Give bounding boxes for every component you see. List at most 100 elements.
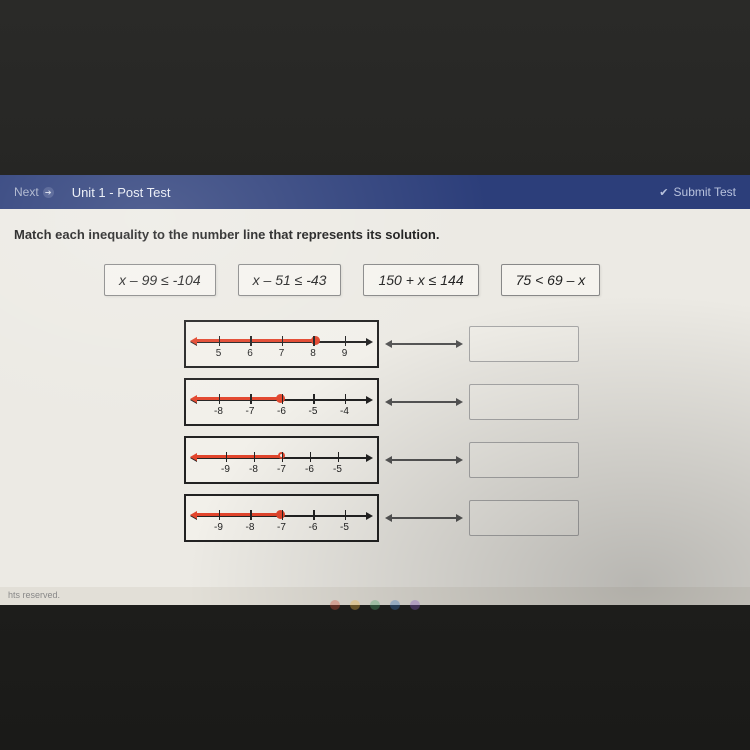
check-icon: ✔: [659, 186, 668, 199]
match-row: -9 -8 -7 -6 -5: [184, 436, 736, 484]
page-title: Unit 1 - Post Test: [72, 185, 171, 200]
tick-label: -4: [335, 406, 355, 417]
taskbar-app-icon: [390, 600, 400, 610]
number-line-box: -9 -8 -7 -6 -5: [184, 436, 379, 484]
tick-mark: [226, 452, 228, 462]
tick-label: -9: [216, 464, 236, 475]
tick-mark: [250, 394, 252, 404]
tick-mark: [254, 452, 256, 462]
draggable-tiles-row: x – 99 ≤ -104 x – 51 ≤ -43 150 + x ≤ 144…: [14, 264, 736, 296]
tick-label: -6: [272, 406, 292, 417]
tick-group: -9 -8 -7 -6 -5: [194, 510, 369, 536]
content-area: Match each inequality to the number line…: [0, 209, 750, 587]
tick-group: 56789: [194, 336, 369, 362]
double-arrow-icon: [389, 343, 459, 345]
tick: -8: [250, 510, 251, 533]
tick-mark: [338, 452, 340, 462]
tick-label: -5: [335, 522, 355, 533]
tick-label: -7: [240, 406, 260, 417]
tick-mark: [313, 394, 315, 404]
tick-label: 7: [272, 348, 292, 359]
tick-mark: [345, 394, 347, 404]
tick: 6: [250, 336, 251, 359]
tick: -7: [282, 510, 283, 533]
tick: -9: [226, 452, 227, 475]
tick-label: -5: [303, 406, 323, 417]
tick: -5: [338, 452, 339, 475]
drop-zone[interactable]: [469, 384, 579, 420]
double-arrow-icon: [389, 401, 459, 403]
taskbar-app-icon: [330, 600, 340, 610]
match-row: -8 -7 -6 -5 -4: [184, 378, 736, 426]
tick-mark: [282, 510, 284, 520]
tick-label: -8: [240, 522, 260, 533]
tick-label: -5: [328, 464, 348, 475]
taskbar-app-icon: [410, 600, 420, 610]
navbar: Next ➔ Unit 1 - Post Test ✔ Submit Test: [0, 175, 750, 209]
app-window: Next ➔ Unit 1 - Post Test ✔ Submit Test …: [0, 175, 750, 605]
nav-left-group: Next ➔ Unit 1 - Post Test: [14, 185, 170, 200]
number-line-box: -8 -7 -6 -5 -4: [184, 378, 379, 426]
tick-mark: [282, 452, 284, 462]
tick-mark: [345, 336, 347, 346]
tick-label: -8: [244, 464, 264, 475]
taskbar-app-icon: [350, 600, 360, 610]
arrow-right-icon: ➔: [43, 187, 54, 198]
tick-mark: [219, 394, 221, 404]
tick-group: -9 -8 -7 -6 -5: [194, 452, 369, 478]
drop-zone[interactable]: [469, 442, 579, 478]
tick-label: 5: [209, 348, 229, 359]
tick-group: -8 -7 -6 -5 -4: [194, 394, 369, 420]
tick: -9: [219, 510, 220, 533]
tick-label: 8: [303, 348, 323, 359]
next-button[interactable]: Next ➔: [14, 185, 54, 199]
tick-mark: [313, 336, 315, 346]
inequality-tile[interactable]: x – 51 ≤ -43: [238, 264, 342, 296]
tick: -5: [313, 394, 314, 417]
inequality-tile[interactable]: 75 < 69 – x: [501, 264, 601, 296]
submit-label: Submit Test: [674, 185, 736, 199]
double-arrow-icon: [389, 517, 459, 519]
footer-text: hts reserved.: [8, 590, 60, 600]
next-label: Next: [14, 185, 39, 199]
match-row: 56789: [184, 320, 736, 368]
taskbar-app-icon: [370, 600, 380, 610]
number-line-box: 56789: [184, 320, 379, 368]
tick-label: 9: [335, 348, 355, 359]
inequality-tile[interactable]: 150 + x ≤ 144: [363, 264, 478, 296]
taskbar-dots: [330, 600, 420, 610]
tick: 9: [345, 336, 346, 359]
inequality-tile[interactable]: x – 99 ≤ -104: [104, 264, 216, 296]
tick: -6: [313, 510, 314, 533]
tick-mark: [250, 510, 252, 520]
tick-label: -7: [272, 464, 292, 475]
question-prompt: Match each inequality to the number line…: [14, 227, 736, 242]
tick-mark: [282, 336, 284, 346]
tick-mark: [219, 510, 221, 520]
tick-label: -7: [272, 522, 292, 533]
tick-label: -8: [209, 406, 229, 417]
tick-mark: [313, 510, 315, 520]
tick-label: -6: [300, 464, 320, 475]
tick: 5: [219, 336, 220, 359]
tick: -7: [250, 394, 251, 417]
tick-label: -9: [209, 522, 229, 533]
tick-mark: [310, 452, 312, 462]
tick: -6: [282, 394, 283, 417]
tick-mark: [219, 336, 221, 346]
drop-zone[interactable]: [469, 500, 579, 536]
submit-test-button[interactable]: ✔ Submit Test: [659, 185, 736, 199]
tick: -8: [254, 452, 255, 475]
tick: -7: [282, 452, 283, 475]
drop-zone[interactable]: [469, 326, 579, 362]
tick: -6: [310, 452, 311, 475]
tick-mark: [345, 510, 347, 520]
tick: -4: [345, 394, 346, 417]
tick: 8: [313, 336, 314, 359]
tick-mark: [282, 394, 284, 404]
double-arrow-icon: [389, 459, 459, 461]
match-rows-container: 56789-8-7-6-5-4-9-8-7-6-5-9-8-7-6-5: [14, 320, 736, 542]
tick-label: 6: [240, 348, 260, 359]
tick-mark: [250, 336, 252, 346]
tick: -5: [345, 510, 346, 533]
